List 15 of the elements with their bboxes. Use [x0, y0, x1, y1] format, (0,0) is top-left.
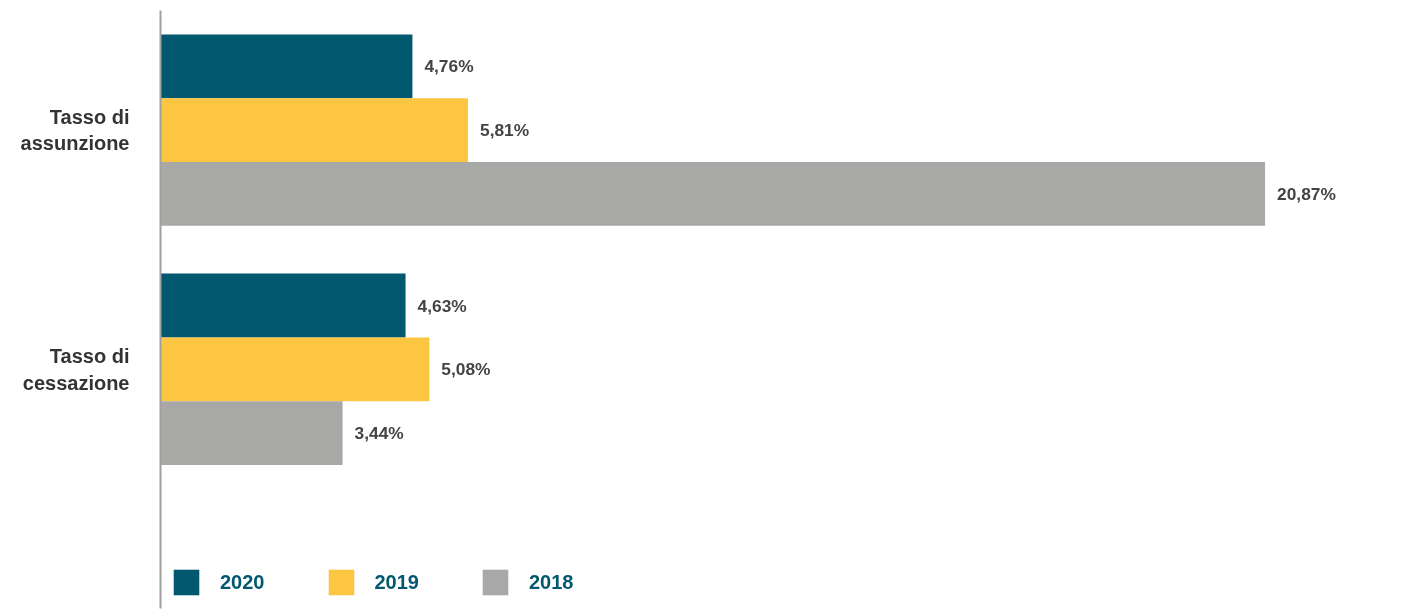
- data-label: 5,08%: [441, 359, 491, 380]
- data-label: 5,81%: [479, 120, 530, 141]
- bar: [160, 98, 468, 162]
- legend-label: 2018: [529, 570, 574, 594]
- data-label: 4,76%: [424, 56, 474, 77]
- bar: [160, 34, 413, 99]
- bar: [160, 273, 406, 338]
- data-label: 20,87%: [1277, 183, 1336, 204]
- legend-label: 2020: [220, 570, 265, 594]
- bar: [160, 337, 430, 402]
- legend-label: 2019: [374, 570, 419, 594]
- data-label: 3,44%: [354, 423, 404, 444]
- data-label: 4,63%: [417, 295, 467, 316]
- y-tick-label: Tasso di assunzione: [20, 105, 130, 155]
- y-tick-label: Tasso di cessazione: [22, 345, 130, 394]
